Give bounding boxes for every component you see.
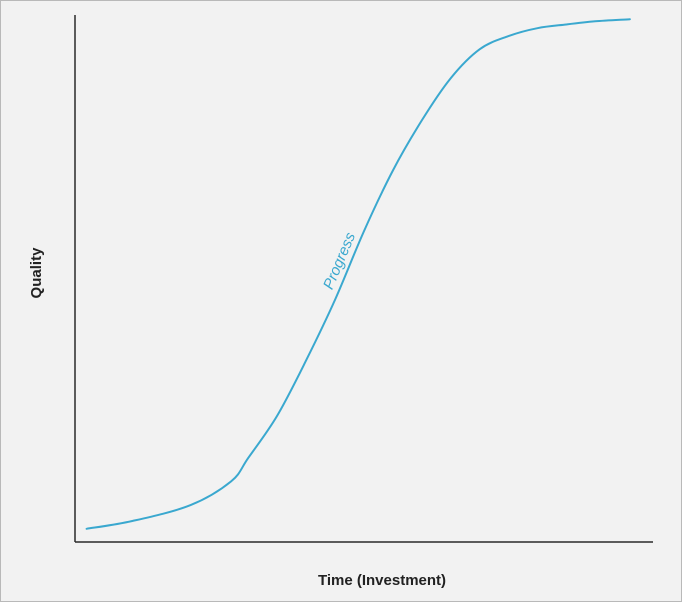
series-line-progress <box>85 18 631 530</box>
x-axis-label: Time (Investment) <box>318 572 446 589</box>
y-axis-label: Quality <box>28 247 45 299</box>
series-label-progress: Progress <box>320 230 359 292</box>
